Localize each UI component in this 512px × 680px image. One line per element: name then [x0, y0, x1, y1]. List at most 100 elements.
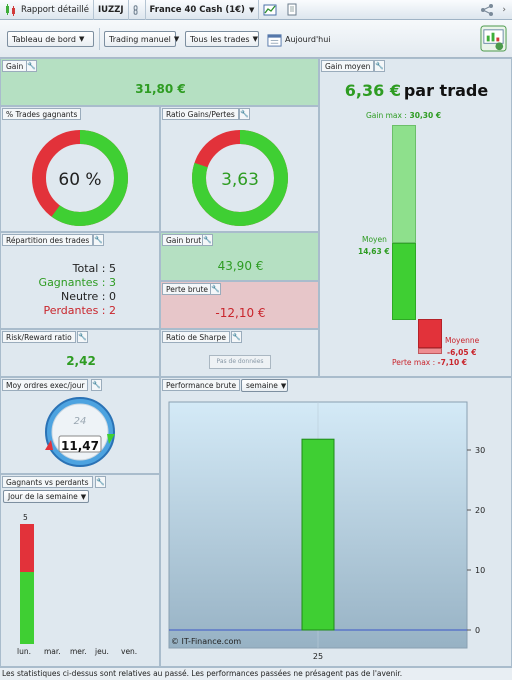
- wrench-icon[interactable]: 🔧: [231, 331, 242, 343]
- gvp-period-select[interactable]: Jour de la semaine ▼: [3, 490, 89, 503]
- ratio-ring-green: [192, 130, 288, 226]
- watermark: © IT-Finance.com: [171, 637, 241, 646]
- perte-brute-panel: Perte brute 🔧 -12,10 €: [160, 281, 319, 329]
- y-tick-label: 30: [475, 446, 485, 455]
- share-button[interactable]: [476, 0, 498, 20]
- perte-brute-value: -12,10 €: [215, 306, 266, 320]
- risk-reward-panel: Risk/Reward ratio 🔧 2,42: [0, 329, 160, 377]
- ordres-title: Moy ordres exec/jour: [2, 379, 89, 391]
- performance-chart: 0 10 20 30 25 © IT-Finance.com: [168, 401, 485, 661]
- gvp-bar-win: [20, 572, 34, 644]
- repartition-title: Répartition des trades: [2, 234, 94, 246]
- dashboard-select[interactable]: Tableau de bord ▼: [7, 31, 94, 47]
- gvp-day-label: jeu.: [95, 647, 109, 656]
- gvp-day-label: mar.: [44, 647, 61, 656]
- moyen-label: Moyen: [362, 235, 387, 244]
- trading-mode-label: Trading manuel: [109, 34, 171, 44]
- date-picker[interactable]: Aujourd'hui: [267, 30, 331, 48]
- gvp-panel: Gagnants vs perdants 🔧 Jour de la semain…: [0, 474, 160, 667]
- sharpe-no-data-button[interactable]: Pas de données: [209, 355, 271, 369]
- gain-brut-panel: Gain brut 🔧 43,90 €: [160, 232, 319, 281]
- wrench-icon[interactable]: 🔧: [95, 476, 106, 488]
- wrench-icon[interactable]: 🔧: [202, 234, 213, 246]
- trades-filter-label: Tous les trades: [190, 34, 250, 44]
- win-rate-ring-green: [32, 130, 128, 226]
- wrench-icon[interactable]: 🔧: [26, 60, 37, 72]
- document-button[interactable]: [281, 0, 303, 20]
- gain-moyen-value: 6,36 €: [344, 81, 401, 100]
- gain-max-caption: Gain max : 30,30 €: [366, 111, 441, 120]
- gain-title: Gain: [2, 60, 28, 72]
- candlestick-icon: [6, 3, 15, 16]
- gvp-title: Gagnants vs perdants: [2, 476, 93, 488]
- ordres-value: 11,47: [61, 439, 99, 453]
- chart-icon: [263, 4, 277, 15]
- chevron-down-icon: ▼: [280, 381, 287, 390]
- performance-panel: Performance brute semaine ▼ 0 10 20 30 25 ©…: [160, 377, 512, 667]
- performance-bar: [301, 438, 335, 631]
- moyenne-value: -6,05 €: [447, 348, 477, 357]
- dashboard-settings-icon[interactable]: [480, 25, 507, 52]
- chevron-down-icon: ▼: [78, 35, 85, 43]
- risk-reward-title: Risk/Reward ratio: [2, 331, 76, 343]
- neutre-label: Neutre : 0: [60, 290, 116, 303]
- wrench-icon[interactable]: 🔧: [91, 379, 102, 391]
- clock-icon: 24: [45, 397, 115, 467]
- moyen-value: 14,63 €: [358, 247, 390, 256]
- gain-moyen-panel: Gain moyen 🔧 6,36 € par trade Gain max :…: [319, 58, 512, 377]
- gvp-day-label: ven.: [121, 647, 138, 656]
- disclaimer-footer: Les statistiques ci-dessus sont relative…: [0, 667, 512, 680]
- wrench-icon[interactable]: 🔧: [210, 283, 221, 295]
- win-rate-panel: % Trades gagnants 60 %: [0, 106, 160, 232]
- perte-max-value: -7,10 €: [437, 358, 467, 367]
- chart-button[interactable]: [259, 0, 281, 20]
- gvp-top-value: 5: [23, 513, 28, 522]
- wrench-icon[interactable]: 🔧: [93, 234, 104, 246]
- win-rate-title: % Trades gagnants: [2, 108, 82, 120]
- tab-report[interactable]: Rapport détaillé: [0, 0, 94, 20]
- gain-moyen-suffix: par trade: [403, 81, 489, 100]
- tab-account-label: IUZZJ: [97, 4, 124, 15]
- y-tick-label: 0: [475, 626, 480, 635]
- link-toggle[interactable]: [129, 0, 146, 20]
- trading-mode-select[interactable]: Trading manuel ▼: [104, 31, 180, 47]
- gain-max-label: Gain max :: [366, 111, 407, 120]
- win-rate-value: 60 %: [58, 170, 101, 190]
- gain-moyen-headline: 6,36 € par trade: [320, 81, 512, 100]
- tab-account[interactable]: IUZZJ: [94, 0, 129, 20]
- chevron-right-icon: ›: [502, 4, 506, 15]
- perte-brute-title: Perte brute: [162, 283, 213, 295]
- instrument-selector[interactable]: France 40 Cash (1€) ▼: [146, 0, 260, 20]
- total-label: Total : 5: [72, 262, 116, 275]
- moyenne-bar: [418, 319, 442, 348]
- ordres-panel: Moy ordres exec/jour 🔧 24 11,47: [0, 377, 160, 474]
- gvp-period-label: Jour de la semaine: [8, 492, 78, 501]
- perte-max-bar: [418, 348, 442, 354]
- trades-filter-select[interactable]: Tous les trades ▼: [185, 31, 259, 47]
- y-tick-label: 20: [475, 506, 485, 515]
- performance-title: Performance brute: [162, 379, 241, 391]
- wrench-icon[interactable]: 🔧: [374, 60, 385, 72]
- perte-max-caption: Perte max : -7,10 €: [392, 358, 467, 367]
- moyenne-label: Moyenne: [445, 336, 480, 345]
- ratio-value: 3,63: [221, 170, 259, 190]
- chevron-down-icon: ▼: [173, 35, 180, 43]
- chevron-down-icon: ▼: [80, 492, 87, 501]
- win-rate-donut: 60 %: [32, 130, 128, 226]
- performance-period-label: semaine: [246, 381, 278, 390]
- performance-period-select[interactable]: semaine ▼: [241, 379, 288, 392]
- y-tick-label: 10: [475, 566, 485, 575]
- risk-reward-value: 2,42: [66, 354, 96, 368]
- expand-button[interactable]: ›: [498, 0, 512, 20]
- wrench-icon[interactable]: 🔧: [239, 108, 250, 120]
- date-label: Aujourd'hui: [285, 34, 331, 44]
- perdantes-label: Perdantes : 2: [43, 304, 116, 317]
- x-tick-label: 25: [313, 652, 323, 661]
- wrench-icon[interactable]: 🔧: [77, 331, 88, 343]
- gvp-bar-loss: [20, 524, 34, 572]
- repartition-panel: Répartition des trades 🔧 Total : 5 Gagna…: [0, 232, 160, 329]
- perte-max-label: Perte max :: [392, 358, 436, 367]
- chevron-down-icon: ▼: [248, 5, 255, 14]
- moyen-bar: [392, 243, 416, 320]
- gain-max-bar: [392, 125, 416, 243]
